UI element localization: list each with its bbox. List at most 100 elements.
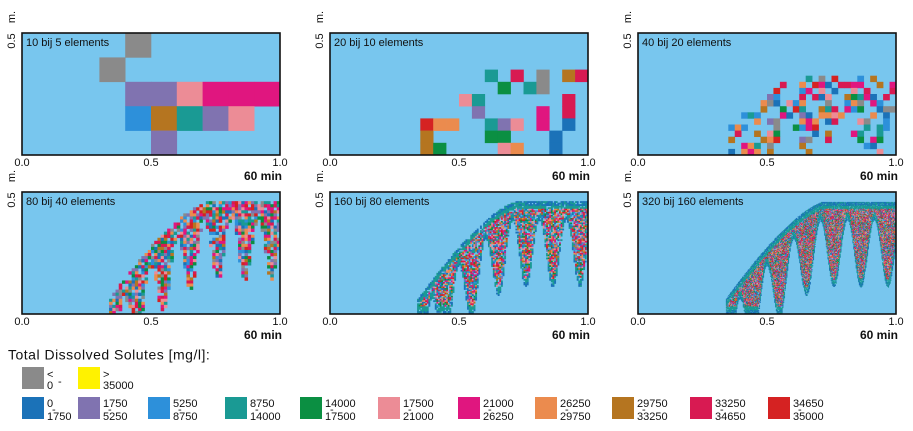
cell	[163, 256, 168, 260]
cell	[507, 225, 510, 228]
cell	[209, 243, 213, 248]
cell	[557, 257, 560, 260]
cell	[462, 271, 465, 274]
cell	[542, 231, 545, 234]
cell	[751, 272, 753, 274]
cell	[470, 246, 473, 249]
cell	[533, 213, 536, 216]
cell	[99, 57, 126, 83]
cell	[575, 240, 578, 243]
cell	[753, 279, 755, 281]
cell	[468, 269, 471, 272]
cell	[475, 283, 478, 286]
cell	[746, 301, 748, 303]
cell	[579, 239, 582, 242]
cell	[138, 286, 142, 290]
cell	[192, 207, 197, 211]
cell	[744, 292, 746, 294]
cell	[581, 205, 584, 208]
cell	[568, 222, 571, 225]
cell	[747, 278, 749, 280]
cell	[241, 246, 245, 251]
cell	[550, 233, 553, 235]
cell	[750, 292, 752, 294]
cell	[497, 243, 500, 246]
cell	[731, 294, 733, 296]
cell	[560, 230, 563, 232]
cell	[550, 228, 553, 231]
cell	[754, 300, 756, 302]
cell	[754, 112, 761, 119]
cell	[470, 291, 473, 293]
cell	[250, 225, 255, 229]
cell	[426, 288, 429, 290]
cell	[573, 257, 576, 260]
cell	[447, 266, 450, 269]
cell	[547, 227, 550, 229]
cell	[735, 305, 737, 307]
plume	[99, 33, 281, 156]
cell	[460, 266, 463, 269]
cell	[743, 280, 745, 282]
cell	[463, 285, 466, 287]
cell	[471, 259, 474, 261]
cell	[436, 292, 439, 295]
cell	[550, 242, 553, 245]
cell	[471, 94, 486, 107]
cell	[444, 300, 447, 303]
cell	[529, 231, 532, 234]
cell	[571, 243, 574, 246]
cell	[751, 300, 753, 302]
cell	[844, 106, 852, 113]
cell	[863, 94, 871, 101]
cell	[517, 204, 519, 207]
cell	[742, 296, 744, 298]
cell	[523, 233, 526, 235]
cell	[555, 207, 558, 210]
cell	[746, 283, 748, 285]
cell	[512, 205, 515, 208]
cell	[496, 224, 498, 226]
cell	[733, 291, 735, 293]
cell	[579, 262, 582, 264]
cell	[555, 256, 558, 258]
cell	[131, 292, 136, 296]
cell	[581, 227, 584, 229]
cell	[176, 81, 203, 107]
x-tick-label: 1.0	[580, 316, 595, 328]
cell	[228, 81, 255, 107]
cell	[446, 262, 449, 264]
cell	[547, 236, 550, 239]
cell	[760, 100, 768, 107]
cell	[735, 295, 737, 297]
cell	[442, 307, 445, 310]
cell	[470, 303, 473, 306]
cell	[523, 253, 526, 255]
cell	[746, 304, 748, 306]
cell	[138, 283, 142, 287]
cell	[121, 292, 126, 296]
cell	[753, 285, 755, 287]
cell	[475, 298, 478, 301]
cell	[752, 302, 754, 304]
cell	[497, 259, 500, 261]
cell	[144, 259, 149, 263]
cell	[575, 216, 578, 219]
cell	[505, 234, 508, 237]
cell	[576, 245, 579, 248]
cell	[484, 231, 487, 234]
cell	[751, 288, 753, 290]
cell	[441, 307, 444, 310]
cell	[170, 256, 174, 260]
cell	[546, 234, 548, 237]
cell	[160, 301, 165, 306]
cell	[557, 202, 560, 205]
cell	[550, 216, 553, 219]
cell	[727, 304, 729, 306]
cell	[467, 242, 469, 245]
cell	[492, 242, 495, 245]
cell	[751, 275, 753, 277]
cell	[465, 239, 468, 242]
